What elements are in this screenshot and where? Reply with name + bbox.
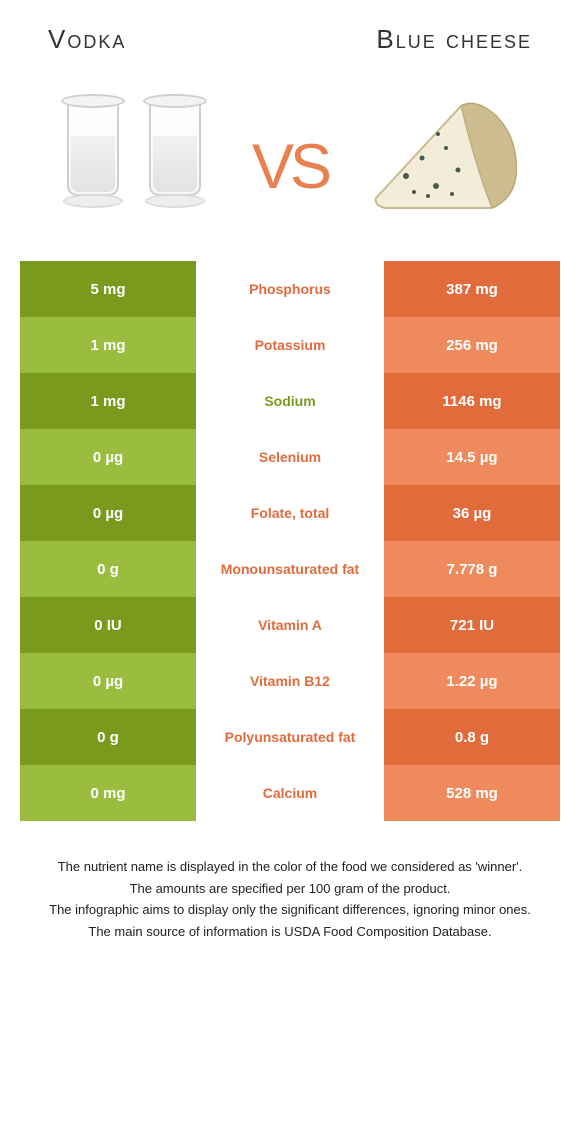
nutrient-label: Folate, total bbox=[196, 485, 384, 541]
right-value: 0.8 g bbox=[384, 709, 560, 765]
footer-line: The amounts are specified per 100 gram o… bbox=[24, 879, 556, 899]
comparison-table: 5 mgPhosphorus387 mg1 mgPotassium256 mg1… bbox=[20, 261, 560, 821]
left-value: 0 µg bbox=[20, 429, 196, 485]
hero: vs bbox=[0, 65, 580, 261]
table-row: 5 mgPhosphorus387 mg bbox=[20, 261, 560, 317]
table-row: 1 mgSodium1146 mg bbox=[20, 373, 560, 429]
left-value: 1 mg bbox=[20, 373, 196, 429]
header-title-left: Vodka bbox=[48, 24, 126, 55]
footer-line: The nutrient name is displayed in the co… bbox=[24, 857, 556, 877]
table-row: 0 gMonounsaturated fat7.778 g bbox=[20, 541, 560, 597]
left-value: 0 mg bbox=[20, 765, 196, 821]
hero-image-right bbox=[332, 98, 560, 218]
left-value: 0 g bbox=[20, 709, 196, 765]
nutrient-label: Monounsaturated fat bbox=[196, 541, 384, 597]
nutrient-label: Vitamin A bbox=[196, 597, 384, 653]
footer-line: The main source of information is USDA F… bbox=[24, 922, 556, 942]
table-row: 0 µgSelenium14.5 µg bbox=[20, 429, 560, 485]
nutrient-label: Calcium bbox=[196, 765, 384, 821]
left-value: 0 µg bbox=[20, 653, 196, 709]
table-row: 0 µgVitamin B121.22 µg bbox=[20, 653, 560, 709]
table-row: 0 IUVitamin A721 IU bbox=[20, 597, 560, 653]
right-value: 7.778 g bbox=[384, 541, 560, 597]
footer-notes: The nutrient name is displayed in the co… bbox=[24, 857, 556, 941]
table-row: 0 mgCalcium528 mg bbox=[20, 765, 560, 821]
nutrient-label: Vitamin B12 bbox=[196, 653, 384, 709]
nutrient-label: Polyunsaturated fat bbox=[196, 709, 384, 765]
left-value: 0 IU bbox=[20, 597, 196, 653]
right-value: 721 IU bbox=[384, 597, 560, 653]
left-value: 1 mg bbox=[20, 317, 196, 373]
right-value: 256 mg bbox=[384, 317, 560, 373]
vs-label: vs bbox=[248, 107, 332, 210]
table-row: 0 gPolyunsaturated fat0.8 g bbox=[20, 709, 560, 765]
infographic-container: Vodka Blue cheese vs bbox=[0, 0, 580, 941]
right-value: 1.22 µg bbox=[384, 653, 560, 709]
vodka-glasses-icon bbox=[61, 100, 207, 216]
right-value: 387 mg bbox=[384, 261, 560, 317]
footer-line: The infographic aims to display only the… bbox=[24, 900, 556, 920]
nutrient-label: Potassium bbox=[196, 317, 384, 373]
header: Vodka Blue cheese bbox=[0, 0, 580, 65]
table-row: 0 µgFolate, total36 µg bbox=[20, 485, 560, 541]
table-row: 1 mgPotassium256 mg bbox=[20, 317, 560, 373]
right-value: 36 µg bbox=[384, 485, 560, 541]
hero-image-left bbox=[20, 100, 248, 216]
left-value: 5 mg bbox=[20, 261, 196, 317]
right-value: 528 mg bbox=[384, 765, 560, 821]
nutrient-label: Selenium bbox=[196, 429, 384, 485]
left-value: 0 g bbox=[20, 541, 196, 597]
left-value: 0 µg bbox=[20, 485, 196, 541]
header-title-right: Blue cheese bbox=[376, 24, 532, 55]
nutrient-label: Phosphorus bbox=[196, 261, 384, 317]
nutrient-label: Sodium bbox=[196, 373, 384, 429]
right-value: 14.5 µg bbox=[384, 429, 560, 485]
right-value: 1146 mg bbox=[384, 373, 560, 429]
blue-cheese-icon bbox=[366, 98, 526, 218]
